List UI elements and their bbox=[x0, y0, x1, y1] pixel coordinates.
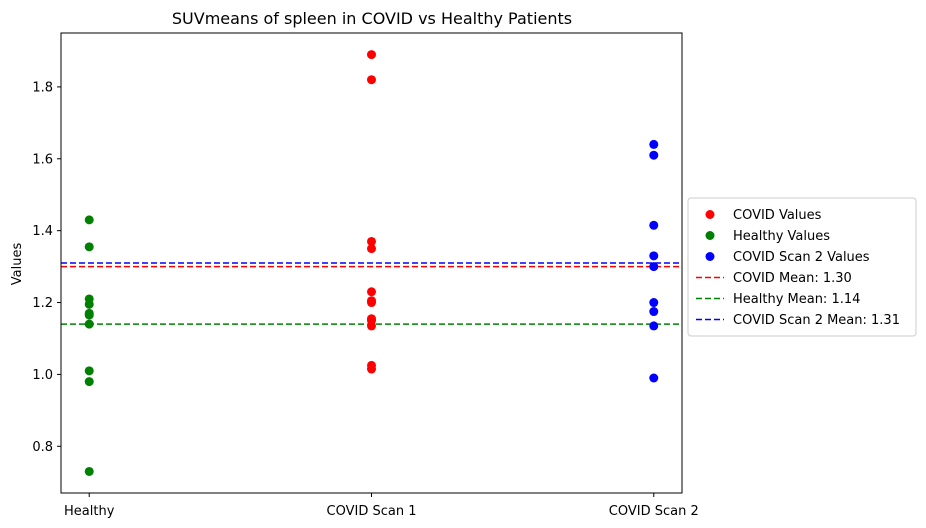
data-point-s2-0 bbox=[649, 139, 659, 149]
data-point-s0-4 bbox=[367, 287, 376, 297]
legend-box bbox=[687, 197, 917, 337]
legend: COVID Values Healthy Values COVID Scan 2 V… bbox=[687, 197, 917, 337]
data-point-s2-6 bbox=[649, 307, 659, 317]
data-point-s1-0 bbox=[84, 215, 94, 225]
y-tick-label: 1.2 bbox=[32, 296, 53, 311]
legend-marker-point bbox=[705, 252, 715, 261]
y-tick-label: 1.4 bbox=[32, 224, 53, 239]
data-point-s2-5 bbox=[649, 298, 659, 308]
legend-label: Healthy Mean: 1.14 bbox=[733, 292, 860, 307]
y-tick-label: 1.6 bbox=[32, 152, 53, 167]
x-tick-label: Healthy bbox=[64, 504, 115, 519]
data-point-s2-7 bbox=[649, 321, 659, 331]
axes: 0.8 1.0 1.2 1.4 1.6 1.8 Healthy COVID Scan 1 COV… bbox=[32, 32, 699, 519]
x-tick-label: COVID Scan 2 bbox=[609, 504, 699, 519]
legend-marker-point bbox=[705, 210, 715, 219]
legend-label: Healthy Values bbox=[733, 229, 830, 244]
data-point-s1-6 bbox=[84, 319, 94, 329]
data-point-s1-7 bbox=[84, 366, 94, 376]
data-point-s0-11 bbox=[367, 296, 376, 306]
y-tick-label: 1.0 bbox=[32, 368, 53, 383]
legend-marker-point bbox=[705, 231, 715, 240]
chart-title: SUVmeans of spleen in COVID vs Healthy P… bbox=[172, 9, 572, 28]
data-point-s1-3 bbox=[84, 299, 94, 309]
y-axis-label: Values bbox=[10, 243, 25, 286]
data-point-s0-3 bbox=[367, 244, 376, 254]
data-point-s2-1 bbox=[649, 150, 659, 160]
data-point-s0-8 bbox=[367, 321, 376, 331]
data-point-s2-2 bbox=[649, 220, 659, 230]
data-point-s2-3 bbox=[649, 251, 659, 261]
legend-label: COVID Scan 2 Values bbox=[733, 250, 870, 265]
plot-area bbox=[61, 50, 682, 476]
y-tick-label: 0.8 bbox=[32, 440, 53, 455]
data-point-s1-9 bbox=[84, 466, 94, 476]
data-point-s1-8 bbox=[84, 377, 94, 387]
legend-label: COVID Values bbox=[733, 208, 822, 223]
data-point-s0-0 bbox=[367, 50, 376, 60]
data-point-s2-4 bbox=[649, 262, 659, 272]
data-point-s0-2 bbox=[367, 236, 376, 246]
data-point-s0-10 bbox=[367, 364, 376, 374]
y-tick-label: 1.8 bbox=[32, 80, 53, 95]
data-point-s0-1 bbox=[367, 75, 376, 85]
data-point-s1-5 bbox=[84, 310, 94, 320]
data-point-s2-8 bbox=[649, 373, 659, 383]
data-point-s1-1 bbox=[84, 242, 94, 252]
legend-label: COVID Mean: 1.30 bbox=[733, 271, 852, 286]
legend-label: COVID Scan 2 Mean: 1.31 bbox=[733, 313, 900, 328]
x-tick-label: COVID Scan 1 bbox=[327, 504, 417, 519]
